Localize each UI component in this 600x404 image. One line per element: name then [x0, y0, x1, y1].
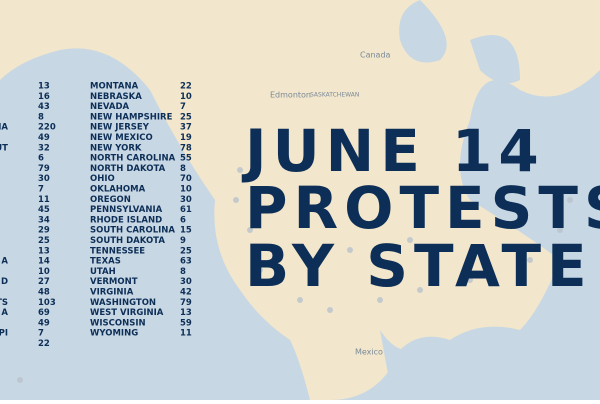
state-count: 10	[38, 267, 50, 277]
state-count: 30	[180, 195, 192, 205]
protest-dots	[17, 167, 573, 383]
state-count: 15	[180, 226, 192, 236]
state-count: 16	[38, 92, 50, 102]
state-name: OREGON	[90, 195, 131, 205]
state-name: RHODE ISLAND	[90, 215, 162, 225]
state-name: PENNSYLVANIA	[90, 205, 163, 215]
state-count: 49	[38, 133, 50, 143]
title-line: JUNE 14	[241, 117, 545, 185]
state-name: NORTH CAROLINA	[90, 154, 176, 164]
state-count: 78	[180, 143, 192, 153]
state-name: IA	[0, 123, 8, 133]
state-count: 25	[38, 236, 50, 246]
state-count: 37	[180, 123, 192, 133]
state-count: 220	[38, 123, 56, 133]
state-name: WASHINGTON	[90, 298, 156, 308]
state-count: 79	[180, 298, 192, 308]
state-name: NEW HAMPSHIRE	[90, 112, 173, 122]
state-count: 11	[180, 329, 192, 339]
state-name: WYOMING	[90, 329, 138, 339]
state-count: 29	[38, 226, 50, 236]
map-label: Edmonton	[270, 91, 311, 100]
state-count: 22	[38, 339, 50, 349]
state-count: 6	[38, 154, 44, 164]
state-name: WEST VIRGINIA	[90, 308, 164, 318]
state-count: 22	[180, 82, 192, 92]
state-count: 27	[38, 277, 50, 287]
state-count: 30	[38, 174, 50, 184]
map-label: Mexico	[355, 348, 383, 357]
state-count: 25	[180, 112, 192, 122]
state-count: 19	[180, 133, 192, 143]
state-name: NEW JERSEY	[90, 123, 150, 133]
state-count: 43	[38, 102, 50, 112]
state-count: 7	[38, 329, 44, 339]
state-name: UTAH	[90, 267, 116, 277]
state-count: 6	[180, 215, 186, 225]
state-name: WISCONSIN	[90, 318, 146, 328]
state-count: 70	[180, 174, 192, 184]
state-count: 49	[38, 318, 50, 328]
state-count: 14	[38, 257, 50, 267]
state-name: CUT	[0, 143, 8, 153]
state-count: 13	[38, 246, 50, 256]
map-label: Canada	[360, 51, 391, 60]
title-line: PROTESTS	[245, 174, 600, 242]
state-name: OHIO	[90, 174, 115, 184]
state-count: 79	[38, 164, 50, 174]
state-count: 13	[38, 82, 50, 92]
state-count: 7	[180, 102, 186, 112]
state-name: SOUTH DAKOTA	[90, 236, 165, 246]
state-name: D	[1, 277, 8, 287]
state-name: NEBRASKA	[90, 92, 142, 102]
state-count: 10	[180, 185, 192, 195]
state-name: VIRGINIA	[90, 288, 134, 298]
hudson-bay	[399, 0, 447, 63]
state-count: 34	[38, 215, 50, 225]
state-count: 30	[180, 277, 192, 287]
state-count: 55	[180, 154, 192, 164]
state-name: NEW YORK	[90, 143, 142, 153]
state-count: 69	[38, 308, 50, 318]
state-count: 7	[38, 185, 44, 195]
state-name: OKLAHOMA	[90, 185, 146, 195]
state-count: 9	[180, 236, 186, 246]
state-name: NEW MEXICO	[90, 133, 153, 143]
state-count: 25	[180, 246, 192, 256]
state-count: 10	[180, 92, 192, 102]
state-count: 42	[180, 288, 192, 298]
state-count: 8	[38, 112, 44, 122]
lake	[470, 35, 520, 84]
state-name: NEVADA	[90, 102, 130, 112]
state-name: A	[1, 257, 8, 267]
map-label: SASKATCHEWAN	[310, 92, 359, 99]
state-count: 32	[38, 143, 50, 153]
state-name: TEXAS	[90, 257, 121, 267]
state-count: 8	[180, 267, 186, 277]
title-line: BY STATE	[245, 232, 593, 300]
state-name: USETTS	[0, 298, 8, 308]
state-count: 8	[180, 164, 186, 174]
state-table: 1316438IA22049CUT32679307114534292513A14…	[0, 82, 192, 350]
gulf	[380, 330, 460, 387]
state-name: PI	[0, 329, 8, 339]
state-count: 61	[180, 205, 192, 215]
state-name: TENNESSEE	[90, 246, 145, 256]
state-count: 103	[38, 298, 56, 308]
state-count: 13	[180, 308, 192, 318]
state-count: 63	[180, 257, 192, 267]
state-name: A	[1, 308, 8, 318]
state-count: 45	[38, 205, 50, 215]
state-count: 48	[38, 288, 50, 298]
state-name: SOUTH CAROLINA	[90, 226, 175, 236]
state-name: NORTH DAKOTA	[90, 164, 166, 174]
state-name: VERMONT	[90, 277, 138, 287]
state-count: 11	[38, 195, 50, 205]
state-count: 59	[180, 318, 192, 328]
state-name: MONTANA	[90, 82, 139, 92]
